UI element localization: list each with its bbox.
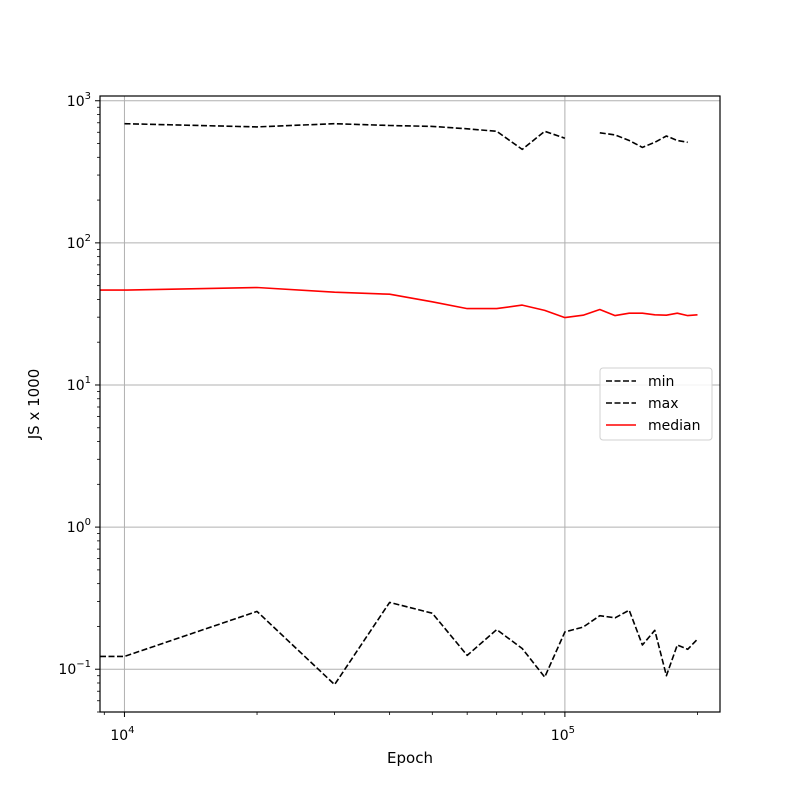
series-line-min [100, 601, 699, 686]
y-tick-label: 102 [67, 233, 91, 252]
series-line-median [100, 286, 698, 319]
legend-label-max: max [648, 396, 679, 412]
legend-label-median: median [648, 418, 700, 434]
series-line-max [124, 122, 566, 151]
legend: min max median [599, 367, 713, 441]
y-tick-label: 100 [67, 517, 91, 536]
legend-box [599, 367, 713, 441]
y-axis-label: JS x 1000 [25, 369, 43, 441]
legend-label-min: min [648, 374, 674, 390]
y-tick-label: 101 [67, 375, 91, 394]
y-tick-label: 10−1 [58, 659, 91, 678]
y-tick-label: 103 [67, 91, 91, 110]
x-tick-label: 104 [110, 725, 134, 744]
grid [100, 96, 720, 712]
series-layer [100, 122, 699, 686]
ticks: 104 105 10−1 100 101 102 103 [58, 91, 698, 744]
x-axis-label: Epoch [387, 749, 433, 767]
plot-frame [99, 95, 721, 713]
series-line-max [599, 132, 688, 149]
x-tick-label: 105 [551, 725, 575, 744]
